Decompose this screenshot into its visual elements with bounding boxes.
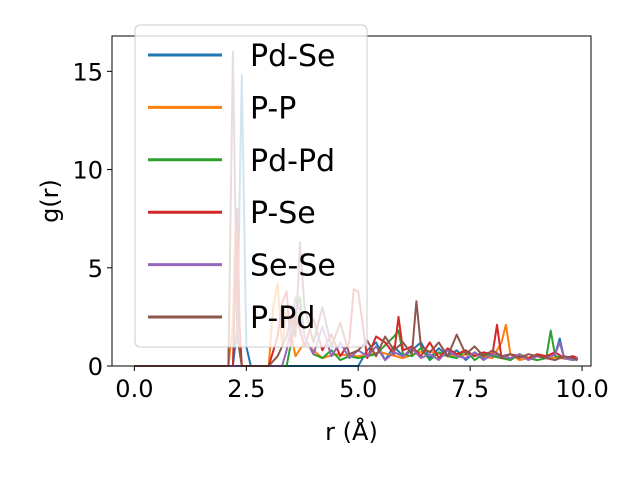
y-axis-title: g(r)	[36, 179, 64, 223]
series-line-p-pd	[134, 50, 579, 367]
x-tick-label: 5.0	[339, 375, 377, 403]
x-tick-label: 7.5	[451, 375, 489, 403]
legend-label-p-pd: P-Pd	[250, 301, 315, 336]
legend-label-pd-pd: Pd-Pd	[250, 144, 335, 179]
legend-label-p-p: P-P	[250, 91, 296, 126]
x-tick-label: 2.5	[227, 375, 265, 403]
y-axis-ticks: 0 5 10 15	[72, 58, 112, 381]
legend: Pd-Se P-P Pd-Pd P-Se Se-Se P-Pd	[134, 24, 368, 348]
y-tick-label: 10	[72, 157, 103, 185]
x-tick-label: 10.0	[555, 375, 608, 403]
legend-label-pd-se: Pd-Se	[250, 39, 335, 74]
x-axis-ticks: 0.0 2.5 5.0 7.5 10.0	[115, 366, 609, 403]
x-tick-label: 0.0	[115, 375, 153, 403]
y-tick-label: 5	[88, 255, 103, 283]
legend-box	[134, 24, 368, 348]
y-tick-label: 0	[88, 353, 103, 381]
legend-label-p-se: P-Se	[250, 196, 316, 231]
x-axis-title: r (Å)	[325, 417, 378, 446]
legend-label-se-se: Se-Se	[250, 249, 336, 284]
y-tick-label: 15	[72, 58, 103, 86]
